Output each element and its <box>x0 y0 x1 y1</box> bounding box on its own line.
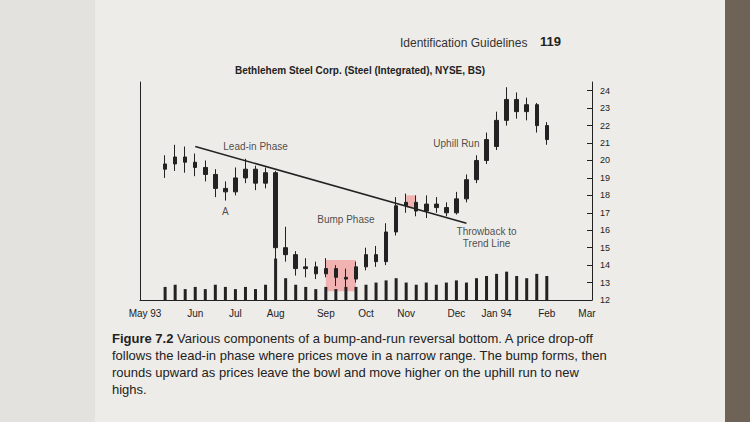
svg-text:21: 21 <box>600 138 610 148</box>
svg-text:Throwback to: Throwback to <box>457 226 517 237</box>
svg-text:Bump Phase: Bump Phase <box>317 214 375 225</box>
svg-text:12: 12 <box>600 295 610 305</box>
svg-text:23: 23 <box>600 103 610 113</box>
svg-text:Lead-in Phase: Lead-in Phase <box>223 141 288 152</box>
svg-text:A: A <box>222 206 229 217</box>
html-text:Identification Guidelines: Identification Guidelines <box>400 36 528 50</box>
svg-text:14: 14 <box>600 260 610 270</box>
svg-text:Aug: Aug <box>267 308 285 319</box>
svg-text:Dec: Dec <box>448 308 466 319</box>
svg-text:13: 13 <box>600 278 610 288</box>
svg-text:Feb: Feb <box>538 308 556 319</box>
svg-text:18: 18 <box>600 190 610 200</box>
svg-text:Oct: Oct <box>358 308 374 319</box>
html-text:119: 119 <box>540 34 561 49</box>
svg-text:17: 17 <box>600 208 610 218</box>
svg-text:Mar: Mar <box>578 308 596 319</box>
svg-text:20: 20 <box>600 155 610 165</box>
svg-text:15: 15 <box>600 243 610 253</box>
svg-text:19: 19 <box>600 173 610 183</box>
svg-text:24: 24 <box>600 86 610 96</box>
svg-text:Jun: Jun <box>187 308 203 319</box>
svg-text:May 93: May 93 <box>129 308 162 319</box>
svg-text:22: 22 <box>600 121 610 131</box>
html-text:Figure 7.2 Various components: Figure 7.2 Various components of a bump-… <box>112 331 607 397</box>
svg-text:Nov: Nov <box>397 308 415 319</box>
svg-text:Sep: Sep <box>317 308 335 319</box>
svg-text:Bethlehem Steel Corp. (Steel (: Bethlehem Steel Corp. (Steel (Integrated… <box>235 65 485 76</box>
svg-text:Trend Line: Trend Line <box>463 238 511 249</box>
svg-text:Jul: Jul <box>229 308 242 319</box>
svg-text:Uphill Run: Uphill Run <box>433 138 479 149</box>
svg-text:Jan 94: Jan 94 <box>482 308 512 319</box>
svg-text:16: 16 <box>600 225 610 235</box>
